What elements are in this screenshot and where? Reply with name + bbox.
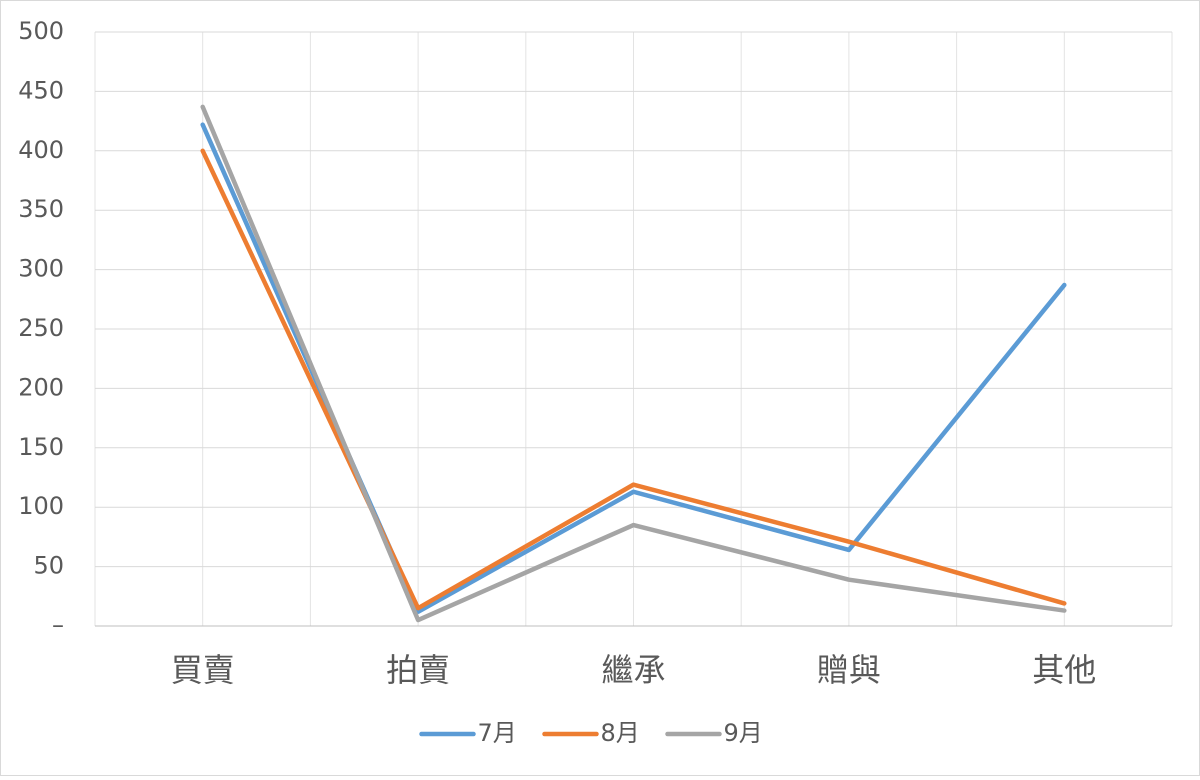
y-tick-label: 250	[18, 314, 64, 342]
line-series	[200, 104, 1067, 623]
x-tick-label: 買賣	[171, 651, 235, 689]
y-tick-label: 50	[33, 552, 64, 580]
legend-label: 8月	[601, 719, 640, 747]
legend-label: 9月	[724, 719, 763, 747]
x-tick-label: 拍賣	[386, 651, 450, 689]
y-tick-label: 100	[18, 492, 64, 520]
x-tick-label: 繼承	[601, 651, 665, 689]
y-tick-label: 400	[18, 136, 64, 164]
line-series	[200, 148, 1067, 611]
y-tick-label: 300	[18, 255, 64, 283]
y-tick-label: 350	[18, 195, 64, 223]
x-tick-label: 其他	[1032, 651, 1096, 689]
y-tick-label: 450	[18, 76, 64, 104]
y-tick-label: 150	[18, 433, 64, 461]
legend-label: 7月	[478, 719, 517, 747]
y-tick-label: 200	[18, 373, 64, 401]
y-tick-label: –	[52, 611, 64, 639]
y-tick-label: 500	[18, 17, 64, 45]
x-tick-label: 贈與	[817, 651, 881, 689]
